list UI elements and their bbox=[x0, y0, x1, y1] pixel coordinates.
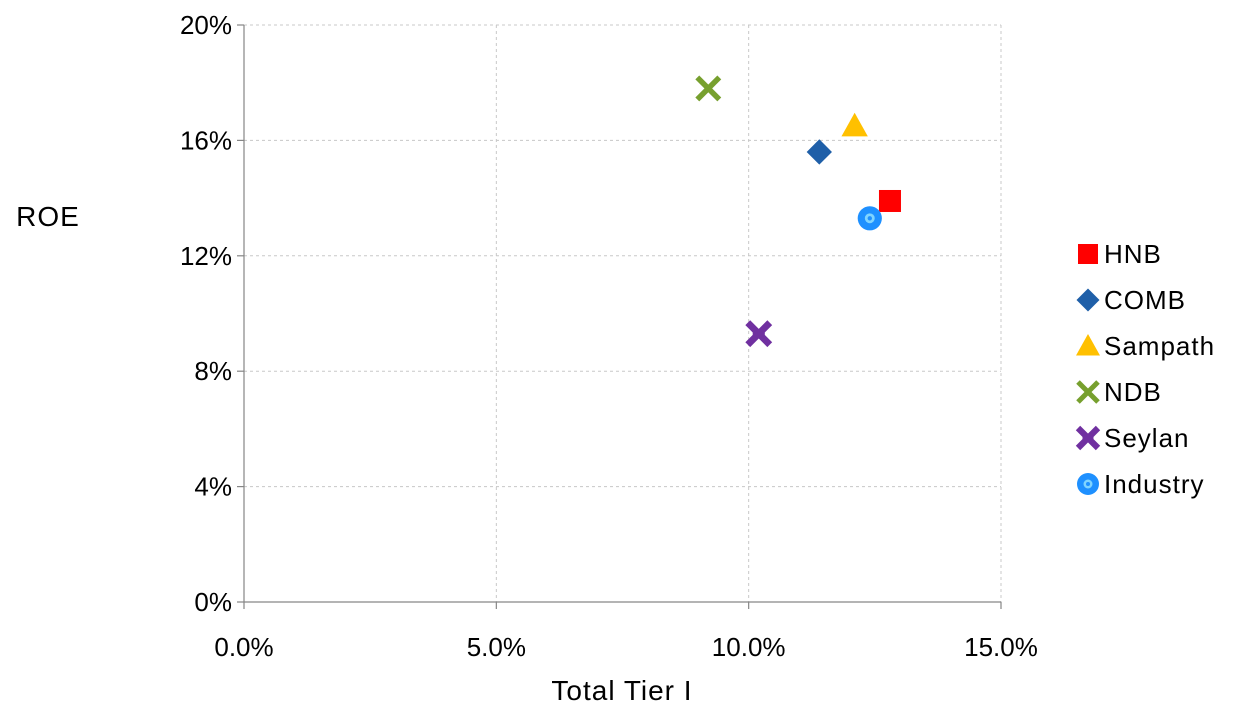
data-point-seylan bbox=[745, 320, 773, 348]
legend: HNB COMB Sampath NDB Seylan Industry bbox=[1075, 239, 1215, 499]
x-tick-label: 5.0% bbox=[467, 632, 526, 662]
x-axis-title: Total Tier I bbox=[551, 675, 692, 706]
data-point-ndb bbox=[695, 75, 722, 102]
legend-item-ndb: NDB bbox=[1076, 377, 1162, 407]
data-points bbox=[695, 75, 901, 348]
legend-marker-industry bbox=[1077, 473, 1099, 495]
data-point-comb bbox=[806, 139, 832, 165]
legend-label: Seylan bbox=[1104, 423, 1190, 453]
legend-item-industry: Industry bbox=[1077, 469, 1205, 499]
x-tick-label: 15.0% bbox=[964, 632, 1038, 662]
y-tick-label: 16% bbox=[180, 125, 232, 155]
legend-marker-seylan bbox=[1075, 425, 1101, 451]
legend-marker-hnb bbox=[1078, 244, 1098, 264]
x-tick-label: 10.0% bbox=[712, 632, 786, 662]
tick-labels: 0% 4% 8% 12% 16% 20% 0.0% 5.0% 10.0% 15.0% bbox=[180, 10, 1038, 662]
data-point-hnb bbox=[878, 189, 901, 212]
y-tick-label: 0% bbox=[194, 587, 232, 617]
y-tick-label: 12% bbox=[180, 241, 232, 271]
legend-marker-ndb bbox=[1076, 380, 1100, 404]
legend-item-hnb: HNB bbox=[1078, 239, 1162, 269]
legend-item-comb: COMB bbox=[1076, 285, 1186, 315]
data-point-industry bbox=[857, 206, 882, 231]
y-axis-title: ROE bbox=[16, 201, 80, 232]
legend-marker-comb bbox=[1076, 288, 1100, 312]
x-tick-label: 0.0% bbox=[214, 632, 273, 662]
legend-item-seylan: Seylan bbox=[1075, 423, 1190, 453]
y-tick-label: 8% bbox=[194, 356, 232, 386]
axes bbox=[237, 24, 1002, 609]
data-point-sampath bbox=[841, 112, 868, 137]
y-tick-label: 4% bbox=[194, 472, 232, 502]
grid-lines bbox=[244, 24, 1002, 602]
legend-label: Sampath bbox=[1104, 331, 1215, 361]
legend-item-sampath: Sampath bbox=[1076, 331, 1215, 361]
legend-label: NDB bbox=[1104, 377, 1162, 407]
legend-label: COMB bbox=[1104, 285, 1186, 315]
y-tick-label: 20% bbox=[180, 10, 232, 40]
legend-marker-sampath bbox=[1076, 334, 1100, 356]
legend-label: Industry bbox=[1104, 469, 1205, 499]
legend-label: HNB bbox=[1104, 239, 1162, 269]
